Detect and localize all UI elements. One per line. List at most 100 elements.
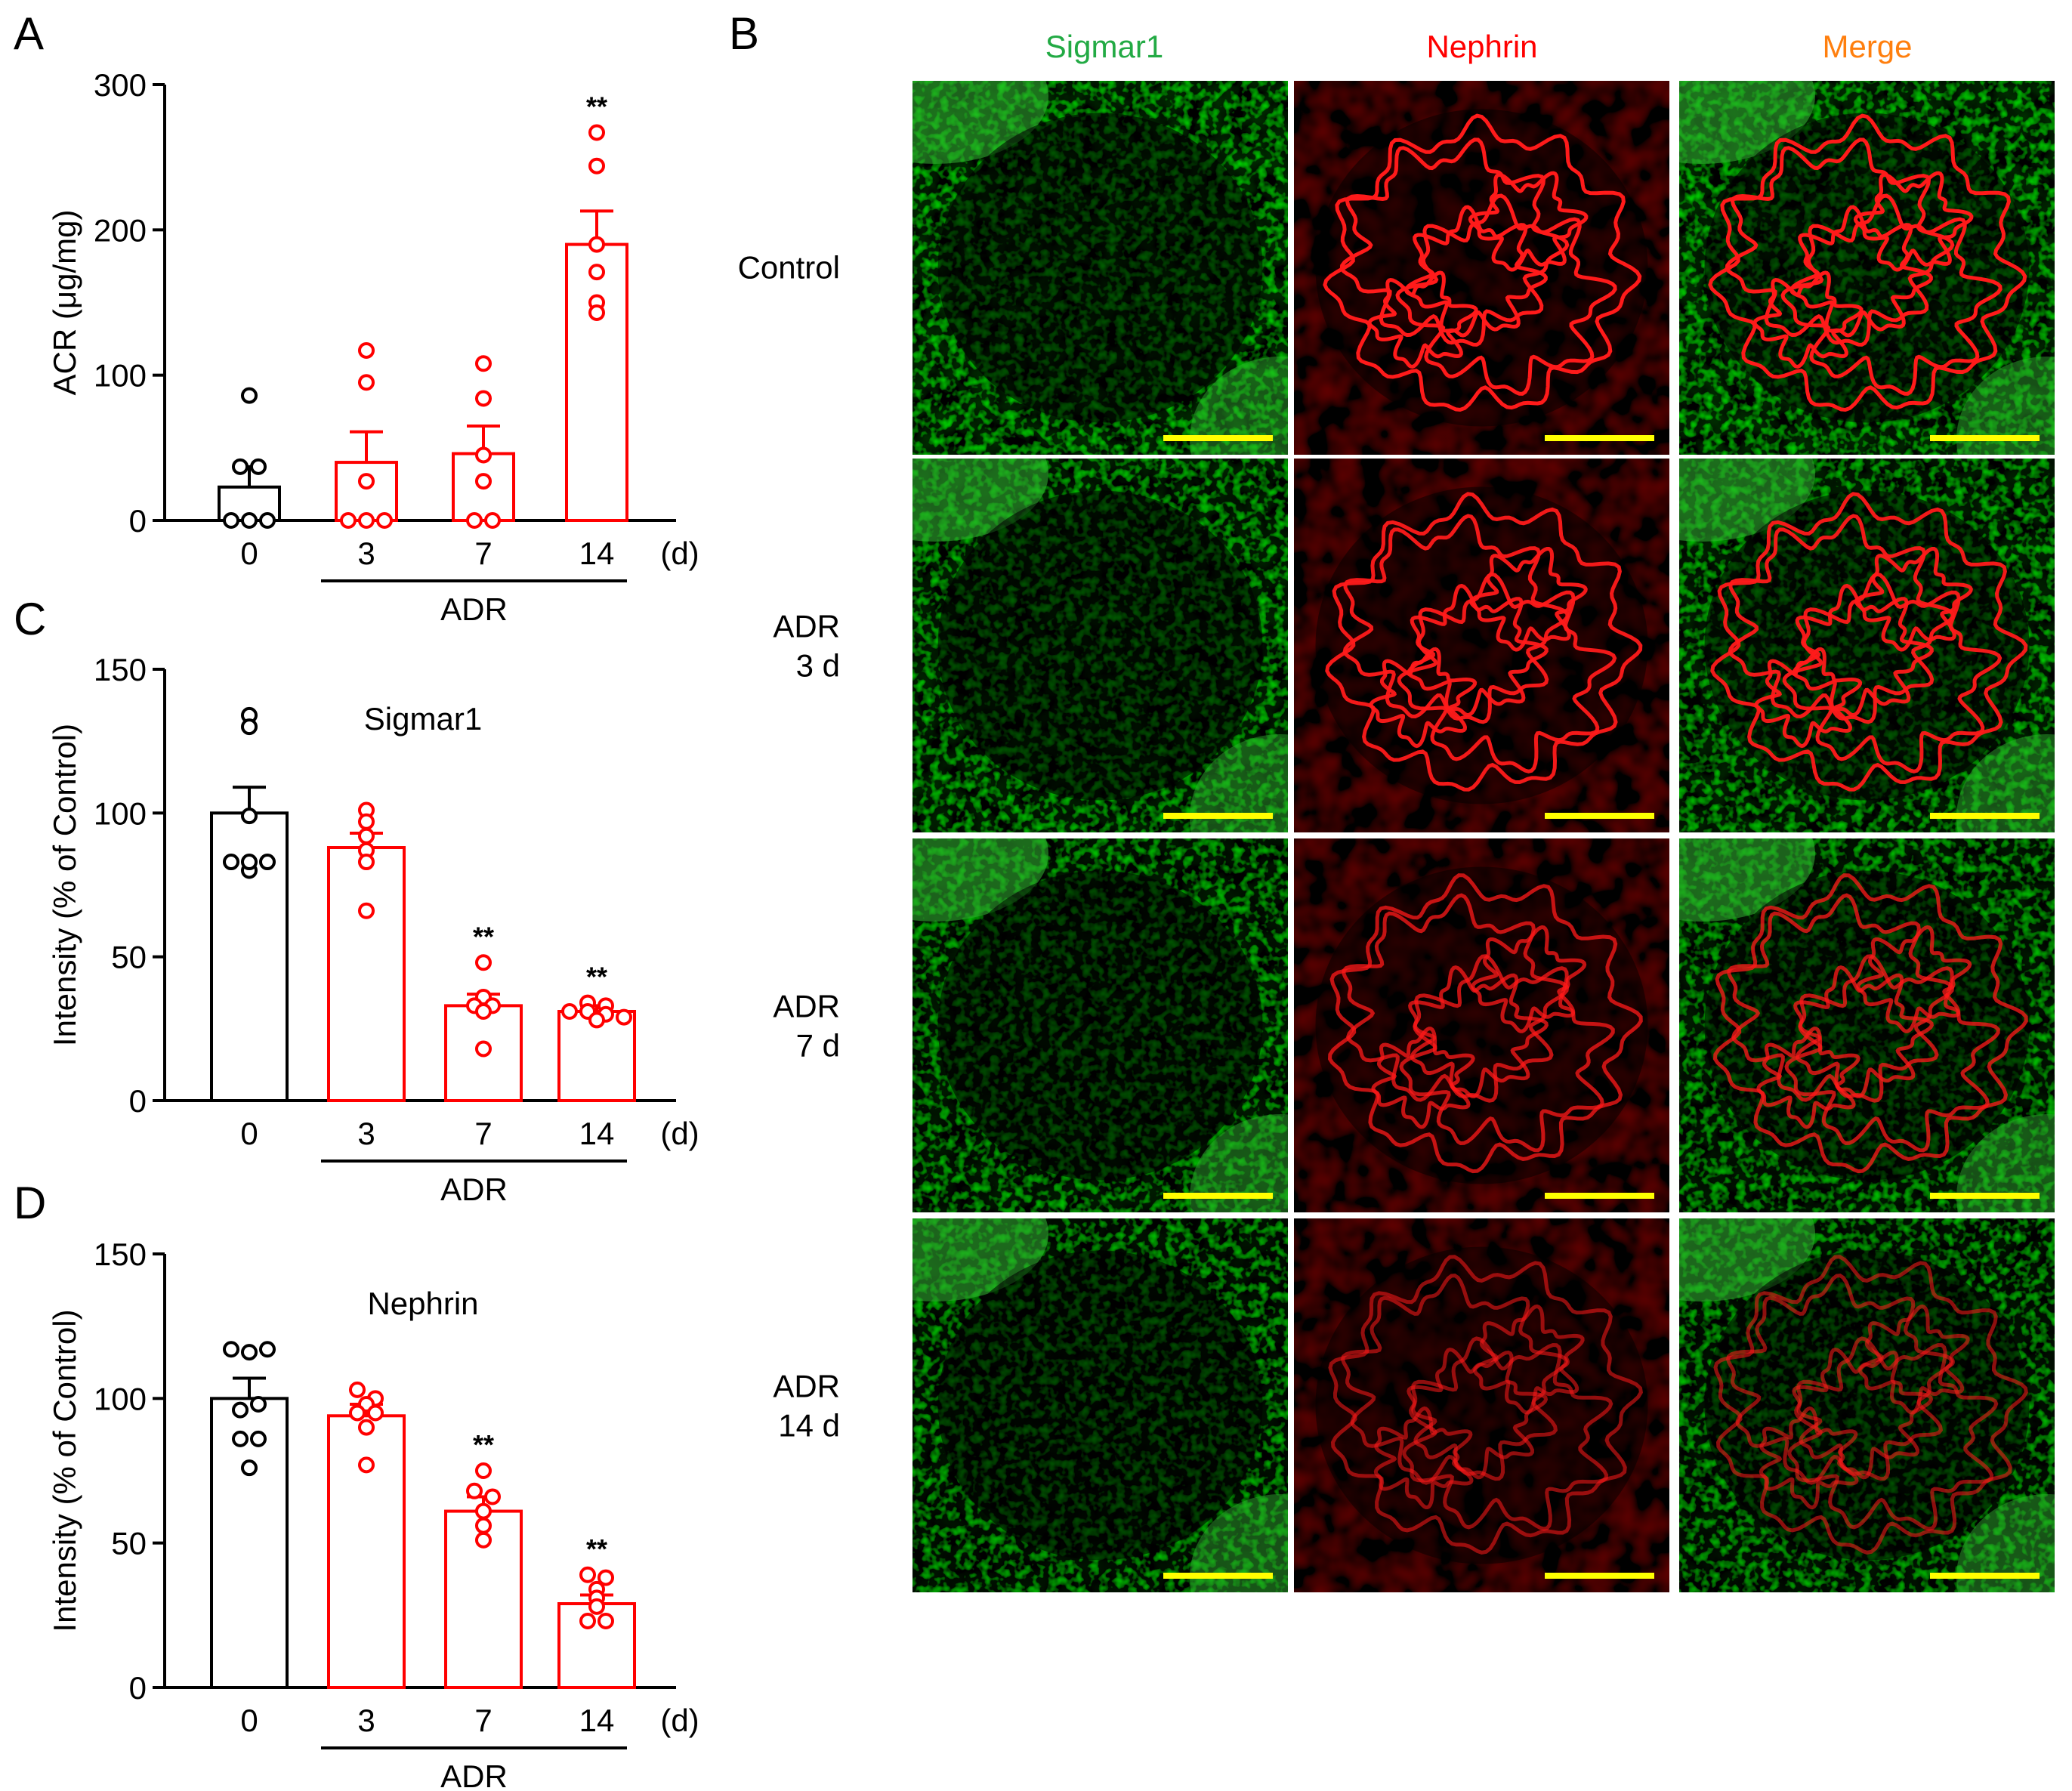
chart-a-y-tick-label: 0 [129,503,147,539]
glomerulus-region [937,1250,1263,1561]
chart-a-data-point [259,512,276,529]
nephrin-micrograph [1294,81,1669,455]
glomerulus-region [937,490,1263,801]
nephrin-membrane-stain [1754,647,1863,749]
row-label-line: 14 d [778,1408,840,1444]
chart-a-y-tick-label: 100 [94,358,147,394]
chart-d-y-tick-label: 50 [111,1526,147,1561]
chart-c-bar [327,846,406,1102]
nephrin-membrane-stain [1725,137,1955,347]
chart-c-data-point [616,1008,632,1026]
merge-micrograph [1679,459,2055,832]
chart-c-data-point [358,854,375,871]
chart-d-data-point [484,1488,501,1505]
glomerulus-region [1315,109,1648,427]
chart-d-y-tick-label: 0 [129,1670,147,1706]
nephrin-membrane-stain [1323,113,1642,412]
chart-d-y-tick-label: 150 [94,1237,147,1272]
chart-c-data-point [475,1002,492,1020]
glomerulus-region [1704,113,2030,423]
nephrin-membrane-stain [1369,647,1478,749]
row-label-line: ADR [773,989,840,1024]
chart-a-data-point [588,304,605,321]
tubule-stain [1190,1494,1288,1592]
merge-micrograph [1679,838,2055,1212]
chart-a-data-point [475,355,492,372]
scale-bar [1163,813,1273,819]
nephrin-membrane-stain [1327,873,1643,1174]
chart-c-y-tick-label: 100 [94,795,147,831]
chart-c-y-tick-label: 50 [111,940,147,975]
chart-a-data-point [223,512,239,529]
nephrin-membrane-stain [1727,893,1955,1103]
merge-micrograph [1679,81,2055,455]
glomerulus-region [1315,866,1648,1184]
nephrin-membrane-stain [1407,1348,1549,1480]
chart-d-y-tick-label: 100 [94,1381,147,1416]
chart-a-data-point [475,390,492,407]
chart-a-data-point [484,512,501,529]
chart-d-title: Nephrin [367,1286,478,1321]
nephrin-membrane-stain [1325,492,1643,792]
tubule-stain [1956,357,2055,455]
chart-d-significance: ** [473,1429,494,1460]
chart-d-y-label: Intensity (% of Control) [47,1309,82,1632]
chart-d-x-tick-label: 3 [357,1703,375,1738]
scale-bar [1163,1573,1273,1579]
chart-c-data-point [241,807,258,825]
chart-d-group-label: ADR [440,1759,508,1791]
glomerulus-region [1704,870,2030,1181]
nephrin-membrane-stain [1780,193,2003,396]
column-title-merge: Merge [1822,29,1912,64]
nephrin-membrane-stain [1784,954,2000,1153]
nephrin-membrane-stain [1853,171,1974,272]
nephrin-membrane-stain [1713,1255,2029,1555]
chart-d-data-point [475,1531,492,1549]
chart-a-data-point [241,387,258,404]
chart-a-y-tick-label: 200 [94,212,147,248]
chart-a-x-unit: (d) [660,536,699,571]
nephrin-membrane-stain [1397,572,1617,774]
chart-d-x-unit: (d) [660,1703,699,1738]
chart-c-significance: ** [586,962,607,993]
chart-d-data-point [358,1419,375,1436]
chart-a-data-point [241,512,258,529]
nephrin-membrane-stain [1468,171,1589,272]
chart-a-bar [335,461,398,522]
panel-letter-d: D [14,1178,46,1228]
chart-a-x-tick-label: 7 [474,536,492,571]
nephrin-membrane-stain [1708,113,2027,412]
chart-a-x-tick-label: 14 [579,536,615,571]
chart-d-data-point [466,1482,483,1499]
chart-a-y-tick-label: 300 [94,67,147,103]
chart-acr: 0 100 200 300 ACR (μg/mg) 0 3 7 14 ** (d) ADR [47,67,699,627]
nephrin-membrane-stain [1342,514,1570,724]
nephrin-membrane-stain [1373,1406,1474,1509]
tubule-stain [1956,1494,2055,1592]
chart-a-significance: ** [586,91,607,122]
chart-c-x-tick-label: 0 [240,1116,258,1151]
chart-c-title: Sigmar1 [364,701,482,736]
scale-bar [1930,1193,2040,1199]
chart-a-data-point [358,374,375,391]
nephrin-membrane-stain [1471,925,1587,1033]
glomerulus-region [937,113,1263,423]
row-label-line: Control [738,250,840,286]
chart-d-data-point [250,1430,267,1447]
nephrin-membrane-stain [1728,514,1955,724]
nephrin-membrane-stain [1782,572,2003,774]
chart-c-x-tick-label: 3 [357,1116,375,1151]
nephrin-membrane-stain [1339,137,1570,347]
chart-d-data-point [598,1569,614,1586]
nephrin-membrane-stain [1407,583,1549,718]
row-label-line: ADR [773,1369,840,1404]
chart-d-data-point [475,1517,492,1534]
chart-c-y-label: Intensity (% of Control) [47,724,82,1046]
chart-a-data-point [358,473,375,490]
panel-letter-a: A [14,8,44,59]
tubule-stain [1190,1114,1288,1212]
chart-d-data-point [367,1404,384,1422]
nephrin-membrane-stain [1858,1304,1970,1415]
chart-a-data-point [232,458,249,475]
